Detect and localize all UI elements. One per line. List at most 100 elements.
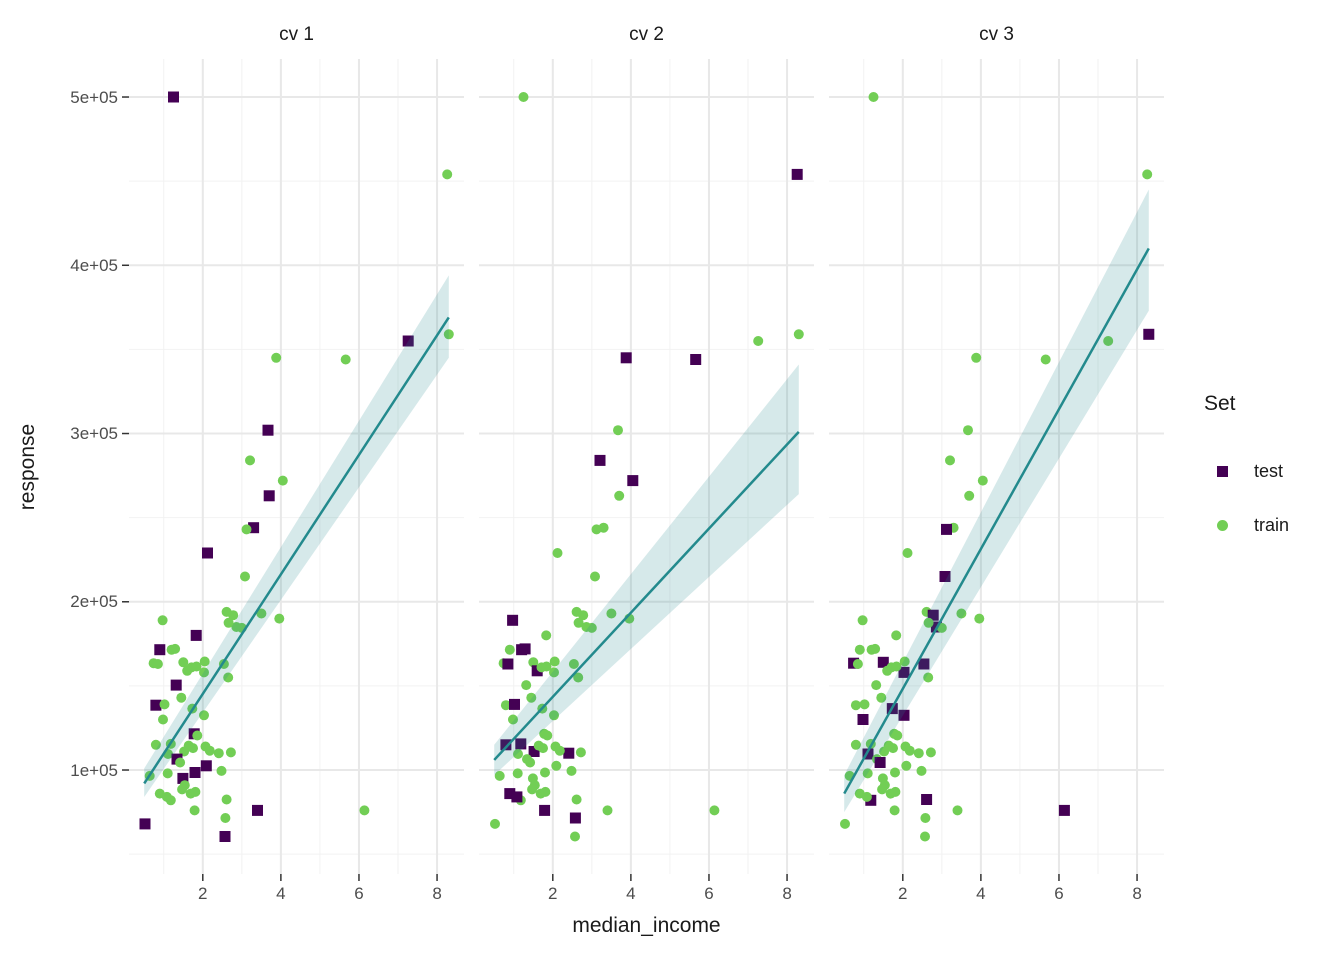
train-point <box>575 747 586 758</box>
test-point <box>941 523 952 535</box>
test-point <box>516 644 528 656</box>
test-point <box>190 629 202 641</box>
confidence-band <box>494 364 799 776</box>
train-point <box>494 770 505 781</box>
train-point <box>923 617 934 628</box>
train-point <box>570 831 580 842</box>
train-point <box>216 765 227 776</box>
test-point <box>898 709 910 721</box>
train-point <box>188 743 198 754</box>
train-point <box>606 608 617 619</box>
x-tick-label: 4 <box>276 884 286 903</box>
train-point <box>521 680 532 691</box>
train-point <box>971 352 982 363</box>
train-point <box>956 608 967 619</box>
train-point <box>175 757 186 768</box>
test-point <box>921 794 933 805</box>
x-tick-label: 2 <box>198 884 208 903</box>
test-point <box>620 352 632 364</box>
test-point <box>563 747 575 759</box>
train-point <box>528 657 539 668</box>
test-point <box>528 746 540 757</box>
train-point <box>859 699 870 710</box>
train-point <box>573 617 584 628</box>
x-tick-label: 2 <box>548 884 558 903</box>
test-point <box>874 757 886 768</box>
test-point <box>509 698 520 710</box>
train-point <box>952 805 963 816</box>
y-tick-label: 1e+05 <box>70 760 118 780</box>
train-circle-swatch <box>1204 507 1240 543</box>
train-point <box>901 760 912 771</box>
test-point <box>202 547 213 559</box>
train-point <box>359 805 370 816</box>
train-point <box>977 475 988 486</box>
train-point <box>890 786 901 797</box>
train-point <box>923 672 934 683</box>
test-point <box>877 656 889 668</box>
train-point <box>157 615 168 626</box>
train-point <box>753 336 764 346</box>
train-point <box>709 805 720 816</box>
train-point <box>541 630 552 641</box>
train-point <box>888 743 898 754</box>
train-point <box>240 571 250 582</box>
train-point <box>850 739 861 750</box>
regression-line <box>143 316 450 785</box>
test-point <box>918 658 930 670</box>
train-point <box>220 813 231 823</box>
train-point <box>549 710 559 721</box>
train-point <box>176 692 187 703</box>
test-point <box>200 760 212 772</box>
test-point <box>1143 328 1155 340</box>
train-point <box>920 831 930 842</box>
train-point <box>850 700 861 711</box>
test-point <box>139 818 151 830</box>
train-point <box>541 661 552 672</box>
train-point <box>549 656 560 667</box>
train-point <box>904 745 915 756</box>
test-point <box>791 168 803 180</box>
train-point <box>225 747 236 758</box>
train-point <box>568 659 579 669</box>
test-point <box>511 791 523 803</box>
train-point <box>591 524 602 535</box>
train-point <box>876 692 887 703</box>
train-point <box>490 818 500 829</box>
train-point <box>150 739 161 750</box>
train-point <box>542 730 553 741</box>
train-point <box>277 475 288 486</box>
y-axis-title: response <box>16 423 39 511</box>
test-point <box>219 831 231 842</box>
regression-line <box>843 247 1150 795</box>
train-point <box>899 656 910 667</box>
test-point <box>189 767 201 778</box>
train-point <box>891 630 902 641</box>
train-point <box>442 169 453 180</box>
train-point <box>963 425 973 436</box>
x-tick-label: 4 <box>976 884 986 903</box>
train-point <box>443 329 454 340</box>
train-point <box>571 794 582 805</box>
test-square-swatch <box>1204 453 1240 489</box>
train-point <box>527 784 538 795</box>
train-point <box>178 657 189 668</box>
train-point <box>862 768 873 779</box>
facet-title-cv3: cv 3 <box>979 24 1014 45</box>
test-point <box>627 475 639 487</box>
legend: Set test train <box>1196 392 1336 552</box>
train-point <box>540 786 551 797</box>
test-point <box>507 614 519 626</box>
train-point <box>512 768 523 779</box>
test-point <box>515 738 527 750</box>
train-point <box>199 710 209 721</box>
train-point <box>552 548 563 558</box>
train-point <box>868 92 879 102</box>
train-point <box>920 813 931 823</box>
train-point <box>613 425 623 436</box>
train-point <box>190 786 201 797</box>
train-point <box>508 714 518 725</box>
test-point <box>170 679 182 691</box>
